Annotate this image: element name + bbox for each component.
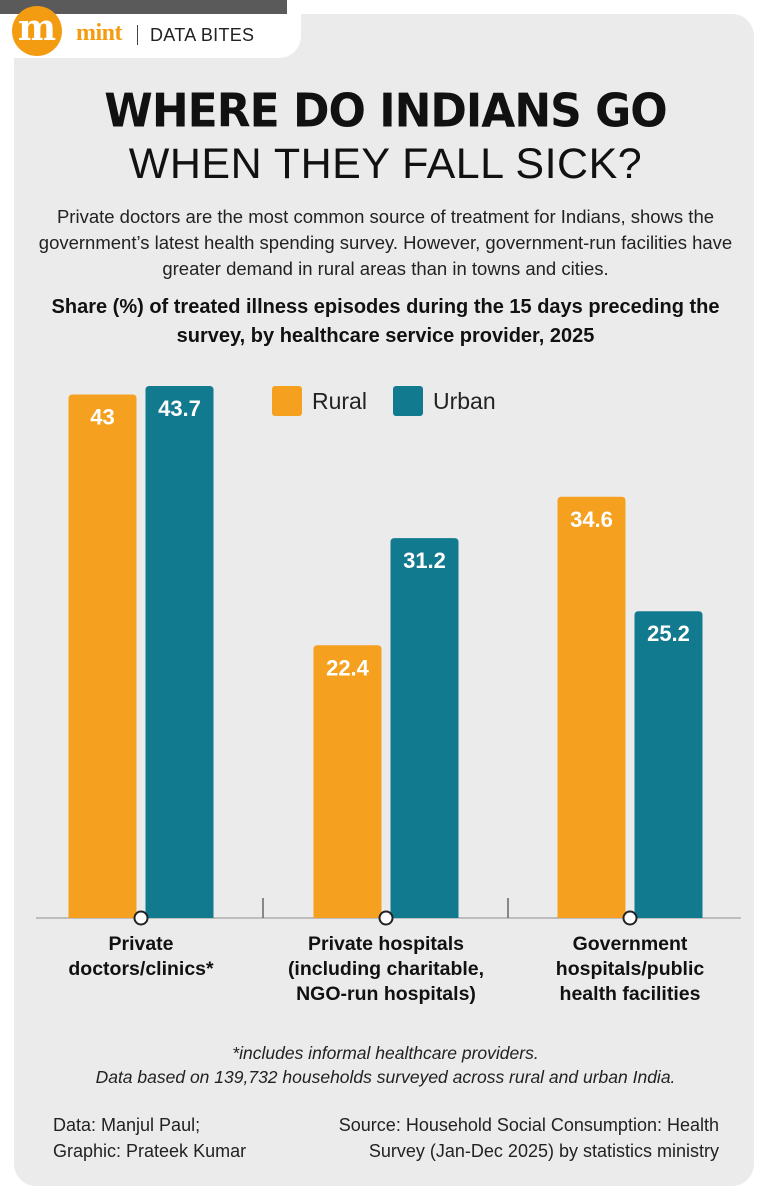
- category-marker-1: [133, 910, 149, 926]
- section-label: DATA BITES: [150, 25, 255, 45]
- bar-rural-2: [313, 645, 382, 918]
- bar-urban-2: [390, 538, 459, 918]
- header-divider: [137, 25, 138, 45]
- legend-rural-swatch: [272, 386, 302, 416]
- data-label-rural-2: 22.4: [326, 655, 370, 680]
- category-label-private-hospitals: Private hospitals (including charitable,…: [287, 933, 485, 1005]
- credits: Data: Manjul Paul; Graphic: Prateek Kuma…: [53, 1115, 247, 1161]
- data-label-rural-3: 34.6: [570, 507, 613, 532]
- data-label-urban-3: 25.2: [647, 621, 690, 646]
- category-marker-3: [622, 910, 638, 926]
- data-label-urban-2: 31.2: [403, 548, 446, 573]
- title-line-1: WHERE DO INDIANS GO: [104, 84, 667, 139]
- legend-urban-label: Urban: [433, 387, 496, 414]
- source-note: Source: Household Social Consumption: He…: [338, 1115, 719, 1161]
- bar-urban-1: [145, 386, 214, 918]
- category-marker-2: [378, 910, 394, 926]
- chart-heading: Share (%) of treated illness episodes du…: [51, 296, 720, 347]
- bar-rural-1: [68, 394, 137, 918]
- category-label-private-doctors: Private doctors/clinics*: [68, 933, 214, 980]
- bar-rural-3: [557, 496, 626, 918]
- brand-name: mint: [76, 20, 123, 46]
- bar-urban-3: [634, 611, 703, 918]
- subtitle: Private doctors are the most common sour…: [38, 206, 733, 279]
- mint-logo: m: [12, 6, 62, 56]
- legend-urban-swatch: [393, 386, 423, 416]
- infographic-panel: [14, 14, 754, 1186]
- footnote: *includes informal healthcare providers.: [232, 1043, 539, 1063]
- header-tab: [14, 14, 301, 58]
- category-label-government-hospitals: Government hospitals/public health facil…: [555, 933, 705, 1005]
- data-label-rural-1: 43: [90, 405, 114, 430]
- data-label-urban-1: 43.7: [158, 396, 201, 421]
- legend-urban: Urban: [393, 386, 496, 416]
- title-line-2: WHEN THEY FALL SICK?: [128, 140, 643, 188]
- data-note: Data based on 139,732 households surveye…: [95, 1067, 676, 1087]
- legend-rural: Rural: [272, 386, 367, 416]
- top-strip: [0, 0, 287, 14]
- legend-rural-label: Rural: [312, 387, 367, 414]
